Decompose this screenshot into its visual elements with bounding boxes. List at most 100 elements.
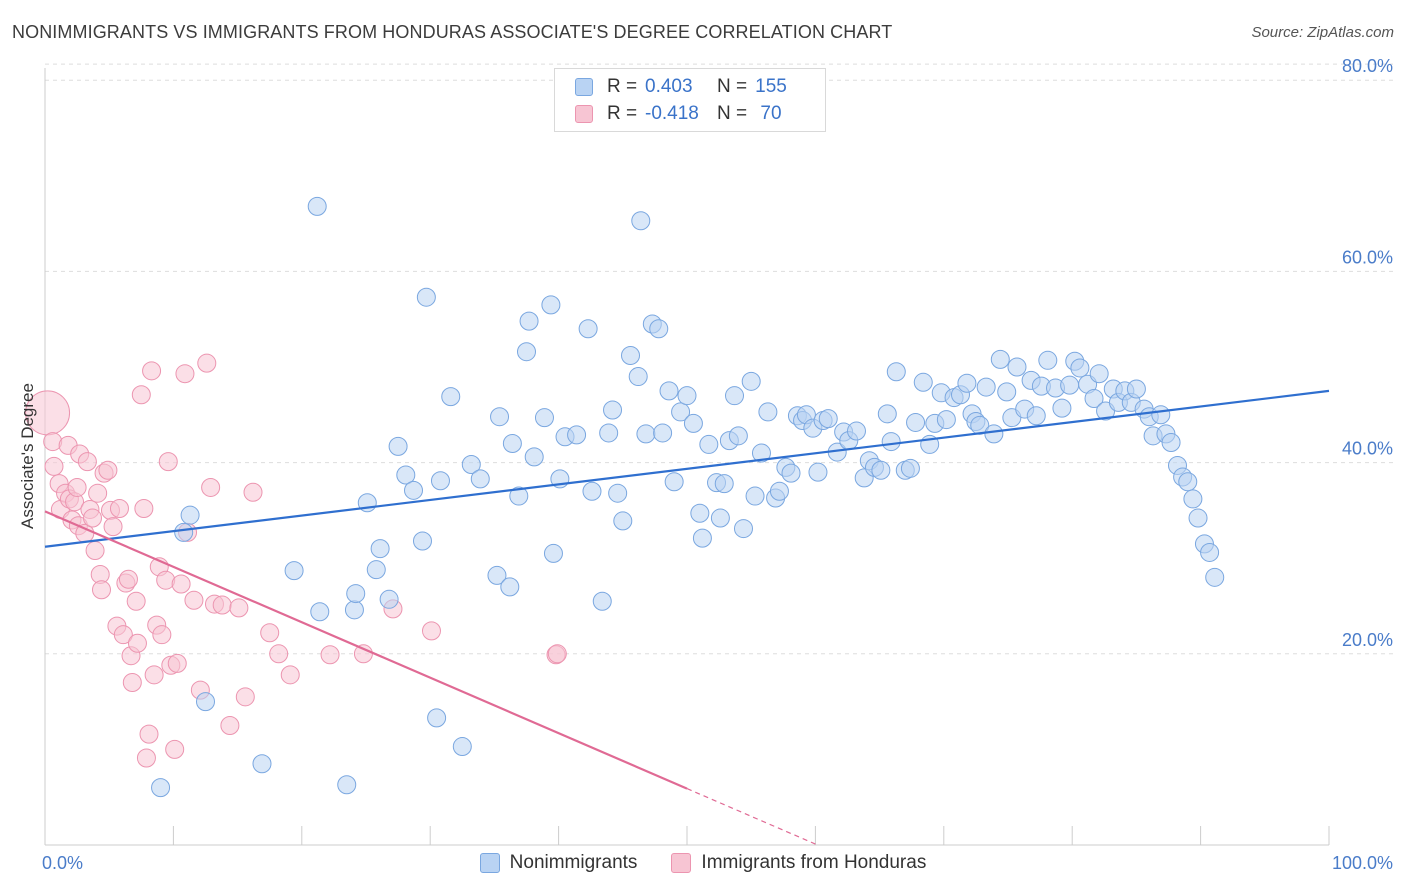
data-point-immigrants <box>122 672 142 692</box>
legend-row-immigrants: R = -0.418 N = 70 <box>575 101 791 127</box>
legend-r-label: R = <box>607 76 638 97</box>
data-point-immigrants <box>152 625 172 645</box>
data-point-nonimmigrants <box>1188 508 1208 528</box>
data-point-nonimmigrants <box>677 386 697 406</box>
data-point-immigrants <box>113 625 133 645</box>
data-point-nonimmigrants <box>1178 472 1198 492</box>
data-point-nonimmigrants <box>502 433 522 453</box>
data-point-immigrants <box>260 623 280 643</box>
data-point-nonimmigrants <box>733 519 753 539</box>
data-point-immigrants <box>158 452 178 472</box>
data-point-nonimmigrants <box>509 486 529 506</box>
data-point-immigrants <box>171 574 191 594</box>
legend-n-value: 155 <box>755 76 787 97</box>
trend-line-immigrants <box>44 510 688 790</box>
immigrants-honduras-points <box>25 353 567 768</box>
data-point-immigrants <box>167 653 187 673</box>
data-point-immigrants <box>91 580 111 600</box>
legend-n-label: N = <box>717 103 748 124</box>
data-point-nonimmigrants <box>519 311 539 331</box>
data-point-immigrants <box>103 517 123 537</box>
y-tick-label: 20.0% <box>1342 630 1393 650</box>
x-tick-label-max: 100.0% <box>1332 853 1393 873</box>
data-point-immigrants <box>77 452 97 472</box>
data-point-nonimmigrants <box>196 692 215 712</box>
data-point-nonimmigrants <box>388 436 408 456</box>
legend-swatch-pink <box>671 853 692 873</box>
legend-label-immigrants: Immigrants from Honduras <box>701 852 927 873</box>
data-point-immigrants <box>175 364 195 384</box>
data-point-nonimmigrants <box>284 561 304 581</box>
data-point-nonimmigrants <box>671 402 691 422</box>
data-point-nonimmigrants <box>692 528 712 548</box>
data-point-nonimmigrants <box>984 424 1004 444</box>
data-point-immigrants <box>131 385 151 405</box>
data-point-nonimmigrants <box>430 471 450 491</box>
data-point-nonimmigrants <box>900 458 920 478</box>
legend-item-nonimmigrants[interactable]: Nonimmigrants <box>479 852 637 874</box>
data-point-nonimmigrants <box>621 346 641 366</box>
data-point-nonimmigrants <box>659 381 679 401</box>
data-point-nonimmigrants <box>976 377 996 397</box>
legend-swatch-blue <box>575 78 593 96</box>
data-point-nonimmigrants <box>346 584 366 604</box>
data-point-nonimmigrants <box>1007 357 1027 377</box>
data-point-nonimmigrants <box>1070 358 1090 378</box>
data-point-immigrants <box>243 482 263 502</box>
data-point-immigrants <box>118 569 138 589</box>
y-tick-label: 40.0% <box>1342 439 1393 459</box>
series-legend: Nonimmigrants Immigrants from Honduras <box>0 852 1406 874</box>
source-label: Source: ZipAtlas.com <box>1251 24 1394 41</box>
data-point-nonimmigrants <box>725 386 745 406</box>
legend-r-label: R = <box>607 103 638 124</box>
data-point-nonimmigrants <box>1026 406 1046 426</box>
legend-r-value: -0.418 <box>645 103 699 124</box>
data-point-nonimmigrants <box>452 737 472 757</box>
data-point-nonimmigrants <box>957 373 977 393</box>
data-point-nonimmigrants <box>543 543 563 563</box>
data-point-nonimmigrants <box>461 455 481 475</box>
data-point-nonimmigrants <box>151 778 171 798</box>
data-point-nonimmigrants <box>1052 398 1072 418</box>
data-point-immigrants <box>67 477 87 497</box>
data-point-nonimmigrants <box>416 287 436 307</box>
data-point-nonimmigrants <box>990 349 1010 369</box>
legend-n-value: 70 <box>760 103 782 124</box>
data-point-nonimmigrants <box>1126 379 1146 399</box>
data-point-immigrants <box>144 665 164 685</box>
trend-lines <box>44 389 1330 845</box>
data-point-nonimmigrants <box>636 424 656 444</box>
data-point-nonimmigrants <box>567 425 587 445</box>
y-tick-label: 60.0% <box>1342 247 1393 267</box>
data-point-immigrants <box>44 456 64 476</box>
data-point-nonimmigrants <box>628 367 648 387</box>
legend-item-immigrants[interactable]: Immigrants from Honduras <box>671 852 926 874</box>
data-point-nonimmigrants <box>608 483 628 503</box>
y-tick-labels: 20.0% 40.0% 60.0% 80.0% <box>1342 56 1393 650</box>
data-point-immigrants <box>201 477 221 497</box>
data-point-nonimmigrants <box>710 508 730 528</box>
data-point-nonimmigrants <box>728 426 748 446</box>
data-point-nonimmigrants <box>846 421 866 441</box>
data-point-nonimmigrants <box>500 577 520 597</box>
nonimmigrants-points <box>151 196 1225 798</box>
data-point-nonimmigrants <box>714 474 734 494</box>
data-point-immigrants <box>88 483 108 503</box>
data-point-nonimmigrants <box>653 423 673 443</box>
data-point-nonimmigrants <box>769 481 789 501</box>
data-point-immigrants <box>197 353 217 373</box>
data-point-nonimmigrants <box>396 465 416 485</box>
data-point-nonimmigrants <box>997 382 1017 402</box>
gridlines <box>45 63 1393 655</box>
data-point-nonimmigrants <box>1183 489 1203 509</box>
data-point-nonimmigrants <box>886 362 906 382</box>
data-point-nonimmigrants <box>683 413 703 433</box>
data-point-immigrants <box>139 724 159 744</box>
data-point-nonimmigrants <box>180 505 200 525</box>
data-point-nonimmigrants <box>808 462 828 482</box>
data-point-nonimmigrants <box>690 503 710 523</box>
data-point-immigrants <box>134 498 154 518</box>
data-point-nonimmigrants <box>1151 405 1171 425</box>
data-point-immigrants <box>353 644 373 664</box>
legend-r-value: 0.403 <box>645 76 693 97</box>
